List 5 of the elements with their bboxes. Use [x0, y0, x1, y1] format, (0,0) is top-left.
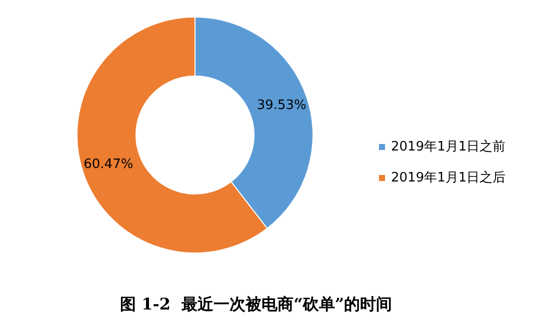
text: 图 1-2 最近一次被电商“砍单”的时间 [120, 294, 392, 314]
data-label: 39.53% [256, 98, 306, 113]
legend-label: 2019年1月1日之后 [391, 170, 506, 186]
data-label: 60.47% [84, 157, 134, 172]
legend-label: 2019年1月1日之前 [391, 140, 506, 154]
